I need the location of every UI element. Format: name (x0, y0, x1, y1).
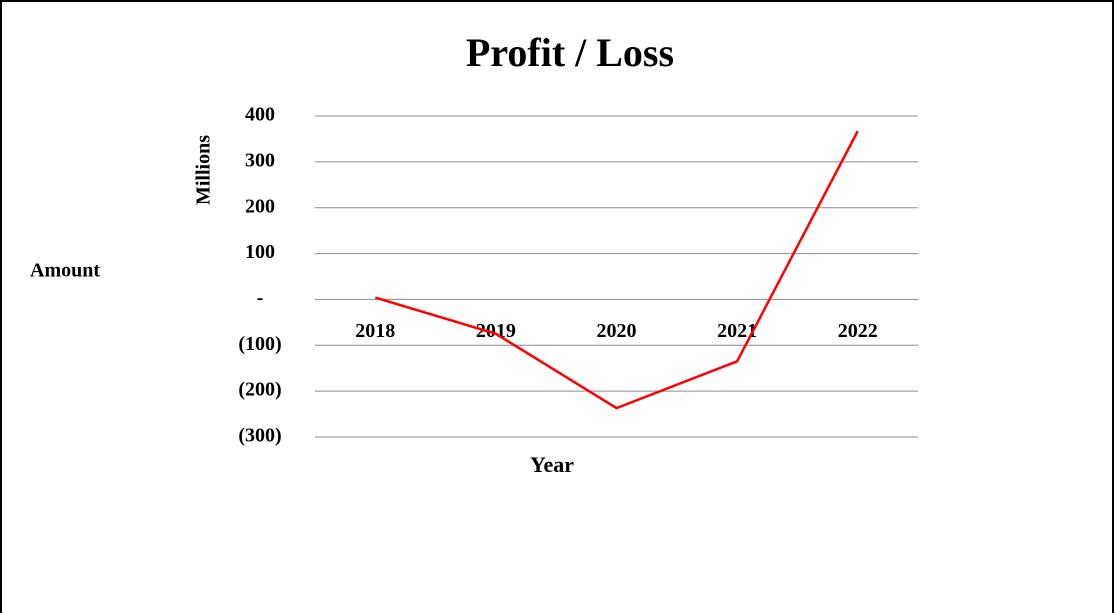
y-tick-label: (200) (238, 379, 281, 401)
x-tick-label: 2018 (355, 320, 395, 342)
y-tick-label: - (257, 287, 264, 309)
y-tick-label: 300 (245, 149, 275, 171)
line-series (374, 130, 859, 410)
y-axis-units: Millions (193, 135, 215, 205)
y-tick-label: (100) (238, 333, 281, 355)
y-tick-label: 200 (245, 195, 275, 217)
y-axis-label: Amount (30, 260, 100, 282)
x-tick-label: 2019 (476, 320, 516, 342)
x-tick-label: 2021 (717, 320, 757, 342)
y-tick-label: (300) (238, 425, 281, 447)
y-tick-label: 400 (245, 104, 275, 126)
chart-title: Profit / Loss (466, 30, 674, 75)
x-axis-label: Year (530, 452, 574, 477)
x-tick-label: 2022 (838, 320, 878, 342)
y-tick-label: 100 (245, 241, 275, 263)
x-tick-label: 2020 (597, 320, 637, 342)
